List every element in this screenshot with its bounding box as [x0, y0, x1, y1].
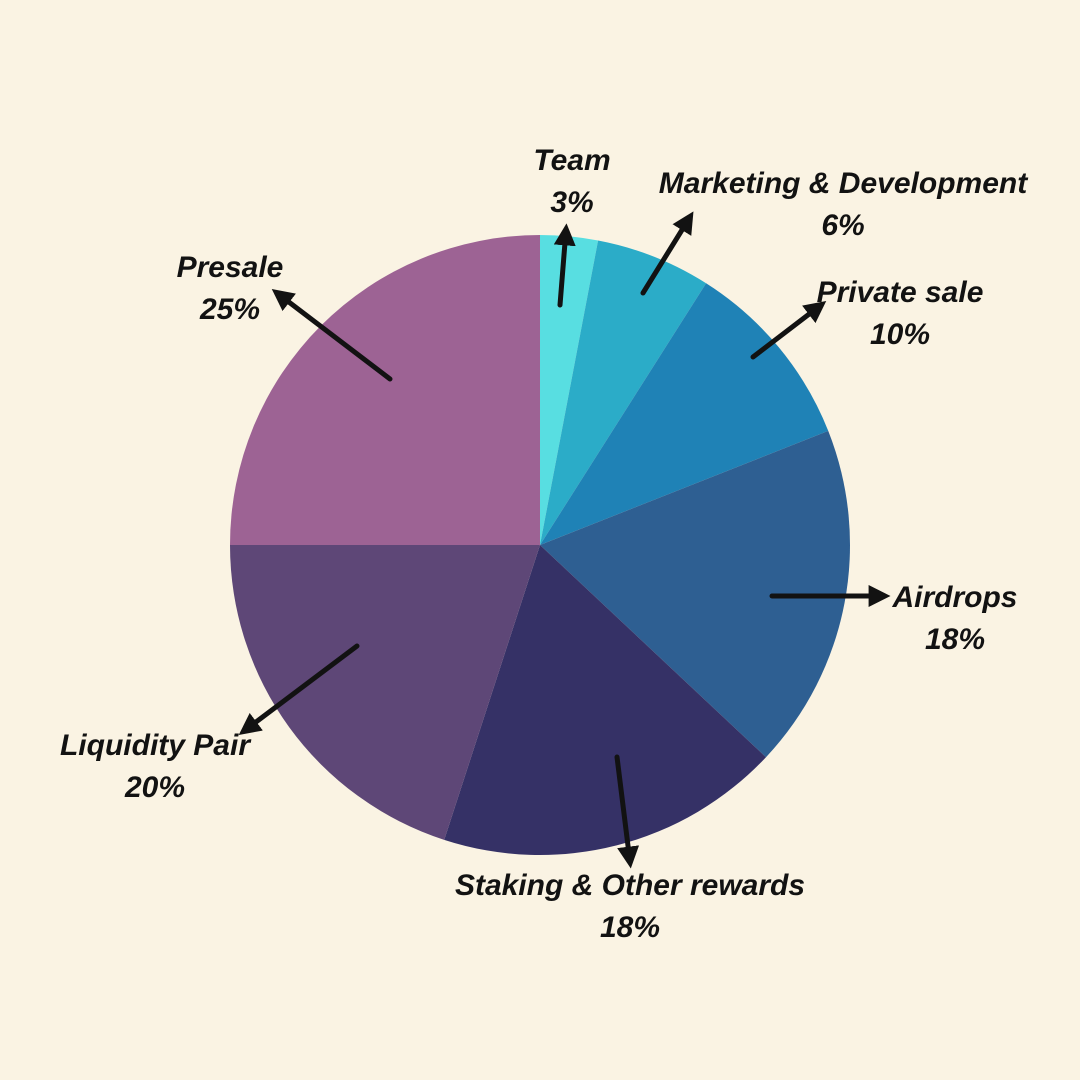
- callout-marketing-development: Marketing & Development 6%: [640, 167, 1029, 296]
- slice-percent-airdrops: 18%: [925, 623, 985, 656]
- slice-label-staking-other-rewards: Staking & Other rewards: [455, 869, 805, 902]
- callout-staking-other-rewards: Staking & Other rewards 18%: [455, 754, 805, 944]
- slice-label-marketing-development: Marketing & Development: [659, 167, 1029, 200]
- slice-label-liquidity-pair: Liquidity Pair: [60, 729, 252, 762]
- callout-team: Team 3%: [533, 144, 611, 308]
- pie-slice-private-sale: [540, 283, 829, 545]
- callout-liquidity-pair: Liquidity Pair 20%: [60, 643, 360, 804]
- slice-percent-marketing-development: 6%: [821, 209, 864, 242]
- callout-arrow-marketing-development: [640, 211, 694, 296]
- pie-slice-staking-other-rewards: [444, 545, 766, 856]
- callout-airdrops: Airdrops 18%: [769, 581, 1018, 656]
- callout-arrow-team: [553, 223, 576, 308]
- slice-percent-private-sale: 10%: [870, 318, 930, 351]
- pie-slice-team: [540, 235, 599, 545]
- slice-label-airdrops: Airdrops: [891, 581, 1017, 614]
- pie-slice-presale: [230, 235, 540, 545]
- slice-label-private-sale: Private sale: [817, 276, 984, 309]
- pie-slice-airdrops: [540, 430, 850, 758]
- pie-slices: [230, 235, 850, 856]
- callout-arrow-private-sale: [750, 300, 827, 360]
- callout-arrow-staking-other-rewards: [614, 754, 640, 869]
- pie-slice-marketing-development: [540, 240, 707, 546]
- slice-percent-team: 3%: [550, 186, 593, 219]
- slice-percent-staking-other-rewards: 18%: [600, 911, 660, 944]
- slice-callouts: Team 3% Marketing & Development 6% Private s…: [60, 144, 1029, 944]
- pie-slice-liquidity-pair: [230, 545, 540, 840]
- callout-arrow-presale: [271, 289, 393, 382]
- slice-label-presale: Presale: [177, 251, 284, 284]
- callout-presale: Presale 25%: [177, 251, 393, 382]
- callout-arrow-liquidity-pair: [238, 643, 360, 735]
- slice-percent-liquidity-pair: 20%: [124, 771, 185, 804]
- slice-percent-presale: 25%: [199, 293, 260, 326]
- slice-label-team: Team: [533, 144, 610, 177]
- callout-private-sale: Private sale 10%: [750, 276, 984, 360]
